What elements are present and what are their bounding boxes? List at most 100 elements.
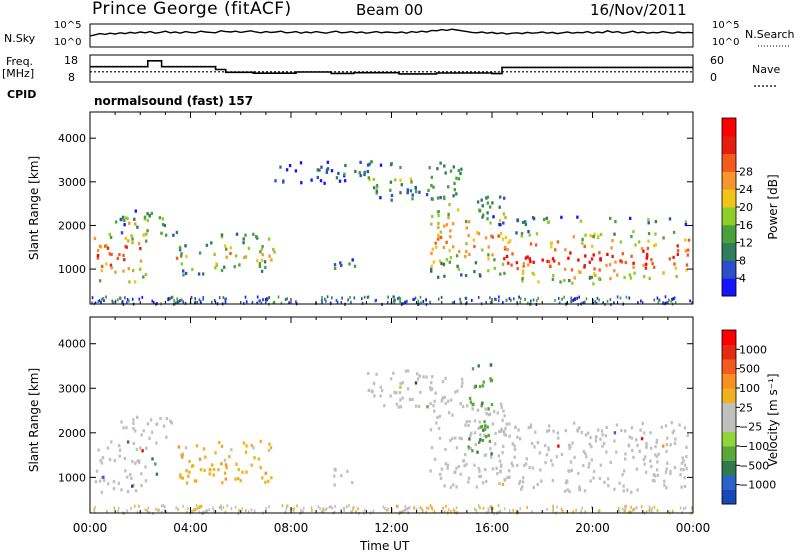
noise-tick-top-left: 10^5 <box>54 20 82 31</box>
velocity-cell <box>181 452 185 456</box>
velocity-cell <box>145 446 148 450</box>
velocity-cell <box>106 446 110 450</box>
velocity-cell <box>498 481 501 486</box>
velocity-cell <box>123 456 126 460</box>
velocity-cell <box>533 445 536 449</box>
velocity-cell <box>591 505 593 509</box>
velocity-cell <box>455 466 458 470</box>
power-cell <box>180 254 183 258</box>
velocity-cell <box>598 476 602 481</box>
velocity-cell <box>101 456 105 460</box>
velocity-cell <box>487 413 490 417</box>
power-cell <box>554 248 557 252</box>
velocity-cell <box>450 510 452 513</box>
power-cell <box>406 299 408 303</box>
power-cell <box>425 298 427 302</box>
x-tick-label: 20:00 <box>575 521 610 535</box>
velocity-cell <box>491 422 494 426</box>
velocity-cell <box>525 457 528 461</box>
power-cell <box>182 273 185 277</box>
power-cell <box>125 216 128 220</box>
power-cell <box>96 256 100 260</box>
velocity-cell <box>185 469 188 473</box>
velocity-cell <box>471 367 475 371</box>
velocity-colorbar-swatch <box>722 359 736 374</box>
velocity-cell <box>142 429 145 433</box>
velocity-cell <box>429 469 432 473</box>
power-colorbar-swatch <box>722 135 736 155</box>
velocity-cell <box>469 400 473 404</box>
velocity-cell <box>150 430 154 434</box>
power-cell <box>518 295 520 299</box>
power-cell <box>335 176 339 180</box>
velocity-cell <box>546 507 548 511</box>
velocity-cell <box>370 389 373 393</box>
power-cell <box>610 246 613 250</box>
velocity-cell <box>125 426 128 430</box>
velocity-cell <box>404 369 408 373</box>
power-cell <box>481 215 484 219</box>
power-cell <box>599 233 603 237</box>
velocity-cell <box>140 472 143 476</box>
velocity-cell <box>100 461 104 465</box>
power-cell <box>439 196 442 200</box>
velocity-cell <box>506 476 509 480</box>
velocity-cell <box>685 455 688 459</box>
power-cell <box>522 269 525 273</box>
power-cell <box>504 215 507 220</box>
velocity-cell <box>440 399 443 403</box>
power-cell <box>120 296 122 300</box>
x-tick-label: 08:00 <box>274 521 309 535</box>
velocity-cell <box>685 467 688 471</box>
power-cell <box>445 223 449 227</box>
power-cell <box>478 208 481 212</box>
velocity-cell <box>238 509 240 512</box>
power-cell <box>510 298 512 302</box>
power-cell <box>141 295 144 299</box>
power-cell <box>563 278 566 283</box>
velocity-cell <box>665 486 668 490</box>
velocity-cell <box>398 391 402 395</box>
power-cell <box>398 296 400 300</box>
power-cell <box>180 252 183 256</box>
power-cell <box>252 232 255 236</box>
power-colorbar-swatch <box>722 171 736 190</box>
velocity-cell <box>414 404 418 408</box>
velocity-cell <box>640 505 643 509</box>
power-cell <box>274 179 277 183</box>
velocity-cell <box>466 404 469 408</box>
power-cell <box>399 165 402 170</box>
power-cell <box>465 296 468 300</box>
power-cell <box>610 303 612 307</box>
velocity-cell <box>683 476 686 480</box>
velocity-cell <box>624 506 627 510</box>
velocity-cell <box>499 402 503 406</box>
power-cell <box>111 299 114 303</box>
velocity-cell <box>434 391 437 395</box>
power-cell <box>510 263 513 267</box>
velocity-cell <box>154 462 157 466</box>
velocity-cell <box>602 441 606 445</box>
velocity-cell <box>268 505 270 509</box>
velocity-colorbar-tick-label: −500 <box>739 459 769 472</box>
power-cell <box>511 252 514 256</box>
velocity-cell <box>621 507 624 511</box>
velocity-cell <box>211 463 214 467</box>
power-cell <box>175 230 179 235</box>
velocity-cell <box>496 472 499 476</box>
velocity-cell <box>645 444 648 448</box>
velocity-cell <box>623 469 626 473</box>
power-cell <box>498 218 502 222</box>
power-cell <box>173 299 175 303</box>
velocity-cell <box>464 453 467 457</box>
velocity-cell <box>435 421 438 425</box>
power-cell <box>443 164 446 168</box>
velocity-cell <box>629 510 631 514</box>
power-scatter-group <box>91 160 693 307</box>
velocity-cell <box>539 468 542 472</box>
power-cell <box>581 241 584 245</box>
power-cell <box>457 177 461 181</box>
power-cell <box>251 300 254 304</box>
power-cell <box>642 249 645 253</box>
power-cell <box>503 271 506 275</box>
